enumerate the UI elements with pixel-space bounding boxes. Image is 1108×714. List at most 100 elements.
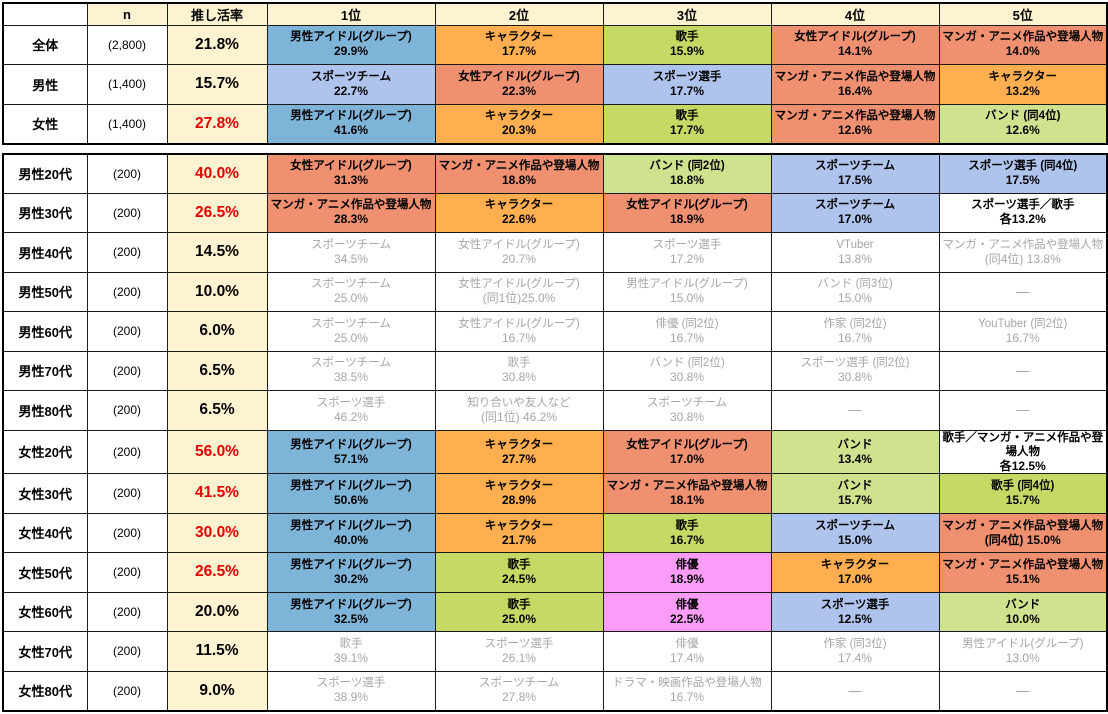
- row-label: 女性80代: [2, 670, 88, 712]
- category-value: 17.7%: [501, 44, 537, 59]
- rank-cell: 歌手 24.5%: [434, 552, 604, 593]
- category-value: 25.0%: [333, 291, 369, 306]
- category-value: 16.7%: [837, 330, 873, 345]
- category-value: 24.5%: [501, 572, 537, 587]
- category-value: 15.7%: [1005, 493, 1040, 508]
- category-value: 39.1%: [333, 651, 369, 666]
- rank-cell: 歌手 15.9%: [602, 24, 772, 65]
- rank-cell: スポーツチーム 38.5%: [266, 350, 436, 391]
- table-header: n 推し活率 1位 2位 3位 4位 5位: [2, 2, 1108, 26]
- table-overall: n 推し活率 1位 2位 3位 4位 5位 全体 (2,800) 21.8% 男性アイドル(グルー…: [2, 2, 1108, 145]
- category-name: 女性アイドル(グループ): [626, 199, 748, 212]
- category-value: 16.7%: [1005, 330, 1040, 345]
- category-name: 女性アイドル(グループ): [626, 438, 748, 451]
- sample-size: (200): [86, 670, 168, 712]
- category-value: 18.9%: [669, 572, 705, 587]
- category-name: スポーツ選手 (同2位): [800, 357, 910, 370]
- category-name: 歌手 (同4位): [991, 480, 1055, 493]
- rank-cell: マンガ・アニメ作品や登場人物 18.1%: [602, 473, 772, 514]
- category-name: 作家 (同3位): [823, 638, 887, 651]
- oshi-rate-value: 30.0%: [166, 512, 268, 554]
- empty-dash: —: [938, 350, 1108, 391]
- empty-dash: —: [938, 390, 1108, 431]
- rank-cell: バンド 10.0%: [938, 591, 1108, 633]
- rank-cell: スポーツ選手／歌手 各13.2%: [938, 192, 1108, 233]
- category-name: スポーツ選手: [652, 238, 722, 251]
- oshi-rate-value: 10.0%: [166, 271, 268, 312]
- category-name: スポーツチーム: [815, 199, 895, 212]
- row-label: 女性50代: [2, 552, 88, 593]
- oshi-rate-value: 6.5%: [166, 390, 268, 431]
- category-name: 女性アイドル(グループ): [794, 31, 916, 44]
- rank-cell: 歌手 25.0%: [434, 591, 604, 633]
- category-name: スポーツ選手 (同4位): [968, 160, 1078, 173]
- rank-cell: 男性アイドル(グループ) 13.0%: [938, 631, 1108, 672]
- rank-cell: マンガ・アニメ作品や登場人物 14.0%: [938, 24, 1108, 65]
- rank-cell: スポーツ選手 38.9%: [266, 670, 436, 712]
- row-label: 女性70代: [2, 631, 88, 672]
- category-name: 歌手: [675, 519, 699, 532]
- oshi-rate-value: 20.0%: [166, 591, 268, 633]
- rank-cell: マンガ・アニメ作品や登場人物 (同4位) 15.0%: [938, 512, 1108, 554]
- category-name: 歌手: [675, 110, 699, 123]
- category-value: 15.0%: [837, 291, 873, 306]
- rank-cell: 女性アイドル(グループ) 14.1%: [770, 24, 940, 65]
- category-value: 17.0%: [837, 212, 873, 227]
- category-name: バンド (同3位): [817, 278, 893, 291]
- table-row: 女性20代 (200) 56.0% 男性アイドル(グループ) 57.1% キャラクター 27…: [2, 429, 1108, 475]
- category-value: 28.3%: [333, 212, 369, 227]
- category-name: 女性アイドル(グループ): [458, 317, 580, 330]
- table-body-age-groups: 男性20代 (200) 40.0% 女性アイドル(グループ) 31.3% マンガ・アニメ作…: [2, 153, 1108, 712]
- category-name: スポーツチーム: [647, 396, 727, 409]
- category-value: 22.6%: [501, 212, 537, 227]
- category-name: キャラクター: [484, 199, 554, 212]
- rank-cell: スポーツ選手 (同2位) 30.8%: [770, 350, 940, 391]
- category-name: 女性アイドル(グループ): [458, 278, 580, 291]
- table-row: 男性20代 (200) 40.0% 女性アイドル(グループ) 31.3% マンガ・アニメ作…: [2, 153, 1108, 194]
- category-value: 27.8%: [501, 690, 537, 705]
- category-value: 16.7%: [669, 690, 705, 705]
- category-name: キャラクター: [484, 519, 554, 532]
- table-row: 男性 (1,400) 15.7% スポーツチーム 22.7% 女性アイドル(グループ) 22…: [2, 64, 1108, 105]
- category-name: 歌手: [507, 357, 531, 370]
- rank-cell: バンド (同2位) 30.8%: [602, 350, 772, 391]
- sample-size: (200): [86, 232, 168, 273]
- category-name: バンド: [1005, 598, 1041, 611]
- oshi-rate-value: 27.8%: [166, 103, 268, 144]
- category-value: 15.0%: [669, 291, 705, 306]
- category-name: バンド (同2位): [649, 357, 725, 370]
- category-value: 15.7%: [837, 493, 873, 508]
- category-name: 俳優: [675, 559, 699, 572]
- category-name: 男性アイドル(グループ): [626, 278, 748, 291]
- table-row: 女性40代 (200) 30.0% 男性アイドル(グループ) 40.0% キャラクター 21…: [2, 512, 1108, 554]
- row-label: 全体: [2, 24, 88, 65]
- category-value: 57.1%: [333, 451, 369, 466]
- rank-cell: マンガ・アニメ作品や登場人物 16.4%: [770, 64, 940, 105]
- category-value: 28.9%: [501, 493, 537, 508]
- oshi-rate-value: 14.5%: [166, 232, 268, 273]
- row-label: 男性60代: [2, 311, 88, 352]
- rank-cell: 男性アイドル(グループ) 41.6%: [266, 103, 436, 144]
- category-value: 22.3%: [501, 83, 537, 98]
- column-header: 4位: [770, 2, 940, 26]
- category-value: 17.5%: [1005, 173, 1040, 188]
- rank-cell: 歌手 30.8%: [434, 350, 604, 391]
- rank-cell: 男性アイドル(グループ) 15.0%: [602, 271, 772, 312]
- rank-cell: スポーツチーム 22.7%: [266, 64, 436, 105]
- category-name: キャラクター: [484, 480, 554, 493]
- rank-cell: 女性アイドル(グループ) 31.3%: [266, 153, 436, 194]
- oshi-rate-value: 21.8%: [166, 24, 268, 65]
- category-name: バンド: [837, 438, 873, 451]
- category-name: 女性アイドル(グループ): [458, 238, 580, 251]
- rank-cell: 俳優 (同2位) 16.7%: [602, 311, 772, 352]
- category-value: 18.1%: [669, 493, 705, 508]
- category-name: マンガ・アニメ作品や登場人物: [774, 110, 936, 123]
- oshi-rate-value: 40.0%: [166, 153, 268, 194]
- category-name: キャラクター: [484, 31, 554, 44]
- empty-dash: —: [938, 670, 1108, 712]
- sample-size: (200): [86, 473, 168, 514]
- category-name: マンガ・アニメ作品や登場人物: [942, 559, 1104, 572]
- sample-size: (1,400): [86, 103, 168, 144]
- row-label: 女性40代: [2, 512, 88, 554]
- category-value: 15.0%: [837, 532, 873, 547]
